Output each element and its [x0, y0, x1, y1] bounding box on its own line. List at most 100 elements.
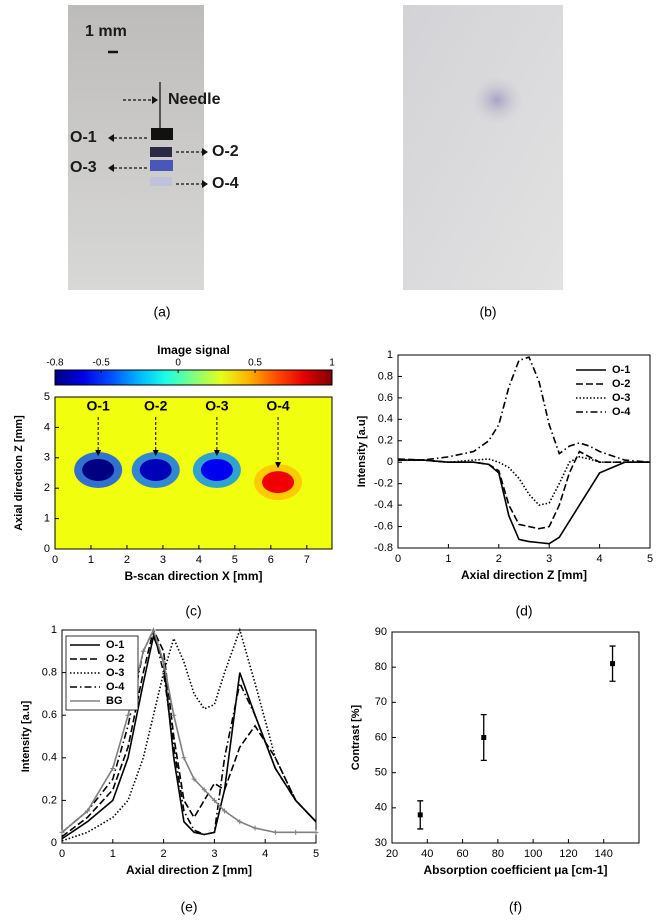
- photo-a: 1 mm Needle O-1 O-2 O-3 O-4 (a): [68, 5, 239, 320]
- y-axis-label: Intensity [a.u]: [20, 700, 32, 772]
- heatmap-blob: [200, 458, 233, 481]
- x-tick-label: 2: [124, 554, 130, 566]
- y-tick-label: 0.4: [42, 752, 57, 764]
- caption: (f): [509, 899, 522, 915]
- y-tick-label: 1: [387, 349, 393, 361]
- y-tick-label: 4: [44, 421, 50, 433]
- data-point: [610, 661, 616, 667]
- annotation: O-1: [86, 398, 110, 414]
- photo-b: (b): [403, 5, 563, 320]
- x-tick-label: 0: [59, 848, 65, 860]
- series-marker: [293, 829, 299, 835]
- heatmap-blob: [139, 458, 172, 481]
- inclusion: [151, 128, 173, 140]
- legend-frame: [65, 635, 139, 711]
- y-tick-label: 70: [375, 696, 387, 708]
- plot-frame: [61, 629, 317, 844]
- y-tick-label: 3: [44, 452, 50, 464]
- colorbar-tick-label: -0.8: [46, 358, 64, 369]
- x-tick-label: 5: [647, 553, 653, 565]
- y-tick-label: 50: [375, 767, 387, 779]
- object-label: O-1: [70, 129, 97, 146]
- x-axis-label: Axial direction Z [mm]: [126, 863, 252, 877]
- series-marker: [140, 648, 146, 654]
- caption: (e): [180, 899, 197, 915]
- y-tick-label: 0.6: [42, 709, 57, 721]
- series-marker: [161, 659, 167, 665]
- series-line: [398, 356, 651, 464]
- annotation: O-3: [205, 398, 229, 414]
- x-tick-label: 2: [161, 848, 167, 860]
- x-axis-label: Absorption coefficient μa [cm-1]: [423, 863, 607, 877]
- series-line: [398, 459, 650, 545]
- y-axis-label: Intensity [a.u]: [356, 415, 368, 487]
- photo-background: [68, 5, 204, 290]
- x-axis-label: Axial direction Z [mm]: [461, 568, 587, 582]
- series-marker: [110, 765, 116, 771]
- x-tick-label: 7: [304, 554, 310, 566]
- chart-panel: 0 1 2 3 4 5 -0.8 -0.6 -0.4 -0.2 0 0.2 0.4 0.6 0.8 1 Axia…: [356, 349, 653, 619]
- x-tick-label: 4: [597, 553, 603, 565]
- y-tick-label: 0.2: [378, 435, 393, 447]
- x-tick-label: 100: [524, 848, 542, 860]
- caption: (a): [153, 304, 170, 320]
- arrows: [112, 99, 205, 185]
- y-tick-label: 30: [375, 837, 387, 849]
- series-line: [61, 627, 316, 834]
- x-tick-label: 0: [52, 554, 58, 566]
- x-tick-label: 3: [211, 848, 217, 860]
- y-tick-label: 0.6: [378, 392, 393, 404]
- x-tick-label: 2: [496, 553, 502, 565]
- y-tick-label: 0.4: [378, 413, 393, 425]
- series-marker: [313, 829, 319, 835]
- heatmap-blob: [82, 458, 115, 481]
- annotation-arrow-head: [275, 462, 282, 469]
- plot-frame: [54, 396, 333, 550]
- x-tick-label: 5: [232, 554, 238, 566]
- y-tick-label: -0.2: [374, 478, 393, 490]
- x-tick-label: 140: [595, 848, 613, 860]
- y-tick-label: 2: [44, 482, 50, 494]
- needle-label: Needle: [168, 91, 221, 108]
- y-tick-label: 0.8: [42, 667, 57, 679]
- annotation-arrow-head: [213, 449, 220, 456]
- x-tick-label: 1: [110, 848, 116, 860]
- legend-label: O-2: [612, 378, 630, 390]
- series-marker: [272, 829, 278, 835]
- x-tick-label: 120: [559, 848, 577, 860]
- x-tick-label: 6: [268, 554, 274, 566]
- y-tick-label: 1: [44, 513, 50, 525]
- chart-panel: 0 1 2 3 4 5 0 0.2 0.4 0.6 0.8 1 Axial direction Z [m…: [20, 624, 319, 915]
- x-tick-label: 3: [160, 554, 166, 566]
- series-marker: [201, 787, 207, 793]
- x-tick-label: 4: [196, 554, 202, 566]
- y-tick-label: 1: [51, 624, 57, 636]
- y-tick-label: 0.2: [42, 794, 57, 806]
- inclusion: [150, 177, 172, 186]
- series-marker: [125, 712, 131, 718]
- series-marker: [181, 755, 187, 761]
- inclusion: [150, 147, 172, 157]
- series-line: [397, 450, 650, 530]
- y-tick-label: 0: [387, 456, 393, 468]
- series-line: [61, 627, 317, 836]
- chart-panel: O-1 O-2 O-3 O-4 0 1 2 3 4 5 6 7 0 1 2 3 4 5 B-scan directi…: [13, 343, 335, 619]
- y-tick-label: -0.8: [374, 542, 393, 554]
- y-tick-label: 40: [375, 802, 387, 814]
- x-tick-label: 5: [313, 848, 319, 860]
- y-tick-label: 5: [44, 391, 50, 403]
- legend-label: O-1: [612, 364, 630, 376]
- y-tick-label: -0.4: [374, 499, 393, 511]
- legend-label: O-4: [612, 406, 631, 418]
- y-tick-label: 80: [375, 661, 387, 673]
- annotation-arrow-head: [95, 449, 102, 456]
- caption: (c): [185, 603, 201, 619]
- chart-panel: 20 40 60 80 100 120 140 30 40 50 60 70 80 90 Absorptio…: [350, 626, 640, 915]
- legend-label: O-1: [106, 639, 124, 651]
- y-axis-label: Axial direction Z [mm]: [13, 415, 25, 531]
- scale-label: 1 mm: [85, 23, 127, 40]
- series-line: [398, 456, 650, 506]
- object-label: O-4: [212, 175, 239, 192]
- annotation-arrow-head: [152, 449, 159, 456]
